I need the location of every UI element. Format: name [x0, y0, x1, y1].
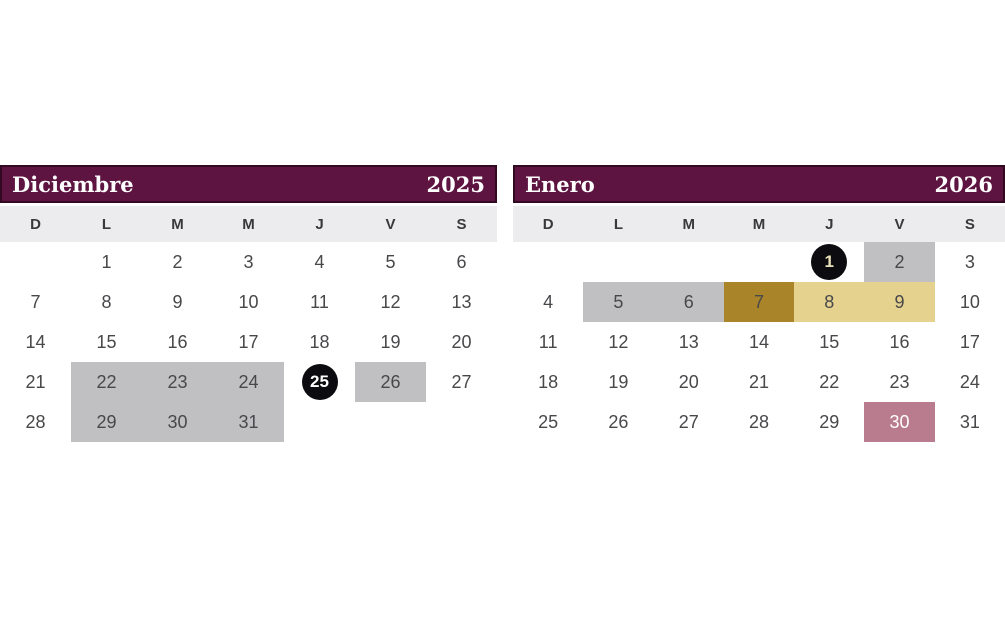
date-cell: 21 [748, 371, 769, 392]
empty-cell [355, 402, 426, 442]
date-cell: 5 [583, 282, 654, 322]
date-cell: 29 [71, 402, 142, 442]
empty-cell [284, 402, 355, 442]
date-cell: 21 [25, 371, 46, 392]
date-cell: 14 [748, 331, 769, 352]
date-cell: 27 [678, 411, 699, 432]
date-cell: 17 [959, 331, 980, 352]
date-cell: 4 [543, 291, 554, 312]
date-cell: 16 [167, 331, 188, 352]
date-cell: 1 [794, 242, 864, 282]
date-cell: 27 [451, 371, 472, 392]
date-cell: 24 [213, 362, 284, 402]
date-cell: 19 [380, 331, 401, 352]
date-cell: 15 [819, 331, 840, 352]
date-cell: 22 [71, 362, 142, 402]
date-cell: 9 [172, 291, 183, 312]
date-cell: 18 [309, 331, 330, 352]
calendar-header: Enero 2026 [513, 165, 1005, 203]
weekday-label: S [456, 215, 467, 233]
date-cell: 31 [959, 411, 980, 432]
date-cell: 19 [608, 371, 629, 392]
weekday-label: M [682, 215, 695, 233]
date-cell: 25 [538, 411, 559, 432]
date-cell: 18 [538, 371, 559, 392]
date-cell: 30 [142, 402, 213, 442]
date-cell: 28 [25, 411, 46, 432]
year-label: 2026 [934, 171, 993, 197]
empty-cell [654, 242, 724, 282]
date-cell: 3 [964, 251, 975, 272]
month-title: Diciembre [12, 171, 134, 197]
date-cell: 6 [456, 251, 467, 272]
date-cell: 11 [538, 331, 558, 352]
date-cell: 10 [238, 291, 259, 312]
empty-cell [513, 242, 583, 282]
empty-cell [426, 402, 497, 442]
date-cell: 16 [889, 331, 910, 352]
date-cell: 22 [819, 371, 840, 392]
date-cell: 13 [678, 331, 699, 352]
date-cell: 20 [451, 331, 472, 352]
weekday-label: S [964, 215, 975, 233]
weekday-label: M [242, 215, 255, 233]
date-cell: 17 [238, 331, 259, 352]
date-cell: 9 [864, 282, 935, 322]
date-cell: 3 [243, 251, 254, 272]
date-cell: 7 [30, 291, 41, 312]
date-cell: 8 [794, 282, 865, 322]
date-cell: 26 [355, 362, 426, 402]
date-cell: 15 [96, 331, 117, 352]
date-grid: 1 2 3 4 5 6 7 8 9 10 11 12 13 14 15 16 17 18 19 20 21 22 23 24 2… [513, 242, 1005, 442]
date-cell: 7 [723, 282, 795, 322]
date-cell: 2 [864, 242, 935, 282]
date-cell: 23 [142, 362, 213, 402]
date-cell: 10 [959, 291, 980, 312]
date-cell: 24 [959, 371, 980, 392]
date-cell: 25 [284, 362, 355, 402]
holiday-circle: 1 [811, 244, 848, 280]
date-cell: 13 [451, 291, 472, 312]
weekday-label: D [542, 215, 554, 233]
date-cell: 11 [310, 291, 329, 312]
weekday-label: D [30, 215, 41, 233]
date-cell: 8 [101, 291, 112, 312]
date-cell: 28 [748, 411, 769, 432]
weekday-label: V [385, 215, 396, 233]
weekday-label: L [613, 215, 623, 233]
weekday-label: L [101, 215, 112, 233]
date-grid: 1 2 3 4 5 6 7 8 9 10 11 12 13 14 15 16 17 18 19 20 21 22 23 24 2… [0, 242, 497, 442]
date-cell: 12 [608, 331, 629, 352]
date-cell: 2 [172, 251, 183, 272]
date-cell: 30 [864, 402, 935, 442]
year-label: 2025 [426, 171, 485, 197]
date-cell: 5 [385, 251, 396, 272]
empty-cell [724, 242, 794, 282]
empty-cell [583, 242, 653, 282]
weekday-label: V [894, 215, 905, 233]
date-cell: 12 [380, 291, 401, 312]
weekday-label: J [825, 215, 834, 233]
date-cell: 29 [819, 411, 840, 432]
weekday-label: J [315, 215, 324, 233]
date-cell: 23 [889, 371, 910, 392]
holiday-circle: 25 [301, 364, 338, 400]
date-cell: 6 [653, 282, 724, 322]
date-cell: 26 [608, 411, 629, 432]
empty-cell [0, 242, 71, 282]
month-title: Enero [525, 171, 595, 197]
weekday-label: M [171, 215, 184, 233]
weekday-label: M [752, 215, 766, 233]
date-cell: 20 [678, 371, 699, 392]
date-cell: 14 [25, 331, 46, 352]
date-cell: 4 [314, 251, 325, 272]
date-cell: 31 [213, 402, 284, 442]
calendar-header: Diciembre 2025 [0, 165, 497, 203]
date-cell: 1 [101, 251, 112, 272]
